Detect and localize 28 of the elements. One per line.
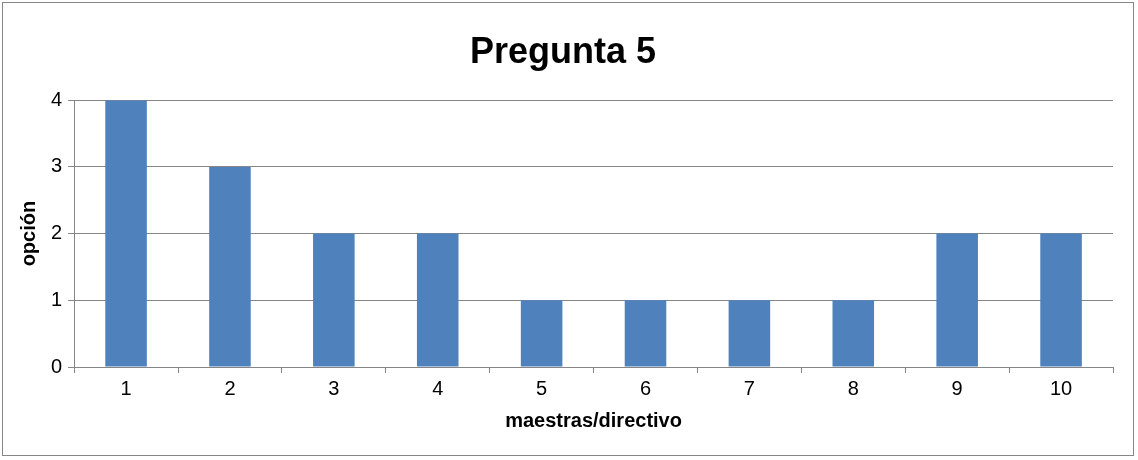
x-tick-label: 5	[536, 376, 548, 399]
y-tick-label: 3	[51, 154, 63, 177]
y-axis-title: opción	[16, 200, 39, 267]
y-tick-label: 4	[51, 87, 63, 110]
x-tick-label: 7	[743, 376, 755, 399]
x-tick-label: 4	[432, 376, 444, 399]
bar	[936, 233, 978, 367]
x-tick-label: 2	[224, 376, 236, 399]
x-tick-label: 9	[951, 376, 963, 399]
bar	[1040, 233, 1082, 367]
bar	[105, 100, 147, 367]
x-tick-label: 3	[328, 376, 340, 399]
x-tick-label: 1	[120, 376, 132, 399]
x-tick-label: 10	[1049, 376, 1073, 399]
bar	[209, 166, 251, 367]
bar	[520, 300, 563, 367]
y-tick-label: 2	[51, 221, 63, 244]
bar	[832, 300, 875, 367]
x-tick-label: 8	[847, 376, 859, 399]
y-tick-label: 0	[51, 354, 63, 377]
bar	[624, 300, 667, 367]
bar	[728, 300, 771, 367]
bar	[313, 233, 355, 367]
bar	[416, 233, 459, 367]
chart-title: Pregunta 5	[469, 29, 657, 71]
x-axis-title: maestras/directivo	[505, 408, 682, 431]
y-tick-label: 1	[51, 287, 63, 310]
x-tick-label: 6	[639, 376, 652, 399]
